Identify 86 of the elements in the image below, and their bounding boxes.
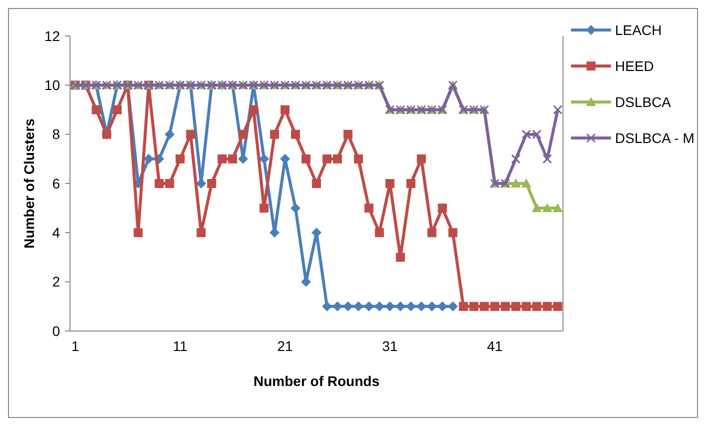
point [427,228,436,238]
point [511,302,520,311]
point [92,105,101,114]
y-tick-label: 2 [52,274,60,290]
x-tick-label: 1 [71,338,80,354]
point [332,301,342,312]
y-tick-label: 8 [52,126,60,142]
point [238,130,248,139]
point [154,179,164,188]
point [384,301,395,312]
point [448,301,458,312]
point [552,203,563,212]
point [437,301,448,312]
point [510,178,521,188]
point [249,105,258,114]
legend-label: HEED [615,58,654,74]
point [406,301,416,312]
point [218,154,227,164]
point [500,302,510,311]
point [416,154,426,164]
point [458,302,468,311]
point [532,302,542,311]
point [280,105,290,114]
point [511,154,521,164]
point [385,179,394,188]
point [228,154,238,164]
x-axis-title: Number of Rounds [254,373,380,389]
point [112,105,122,114]
point [374,228,384,238]
point [553,302,562,311]
point [469,302,478,311]
point [332,154,342,164]
point [542,203,552,212]
point [522,302,531,311]
point [322,301,332,312]
point [196,178,206,188]
point [438,204,447,213]
y-tick-label: 4 [52,224,60,241]
x-tick-label: 41 [487,338,503,354]
point [426,301,437,312]
point [186,130,196,139]
point [312,179,321,188]
x-tick-label: 11 [172,338,188,354]
point [196,228,206,238]
point [207,179,216,188]
legend-label: DSLBCA - M [615,130,694,146]
point [542,154,552,164]
x-tick-label: 31 [382,338,398,354]
legend-label: DSLBCA [615,94,672,110]
point [343,130,352,139]
point [396,252,405,262]
point [176,154,185,164]
point [542,302,552,311]
point [322,154,332,164]
point [416,301,426,312]
point [302,154,311,164]
point [448,228,458,238]
point [406,179,416,188]
legend-label: LEACH [615,22,662,38]
point [353,301,364,312]
point [354,154,363,164]
point [290,203,301,214]
point [291,130,300,139]
point [342,301,353,312]
point [134,228,143,238]
point [553,105,563,114]
point [490,302,500,311]
point [260,204,269,213]
y-tick-label: 10 [44,77,60,94]
x-tick-label: 21 [277,338,294,354]
point [270,130,280,139]
point [164,129,175,140]
point [532,203,542,212]
point [521,178,532,188]
y-tick-label: 0 [52,322,60,339]
point [364,204,374,213]
point [374,301,384,312]
y-axis-title: Number of Clusters [21,118,37,248]
point [364,301,374,312]
point [395,301,406,312]
point [165,179,174,188]
point [144,154,154,164]
point [480,302,489,311]
y-tick-label: 12 [44,28,60,44]
y-tick-label: 6 [52,175,60,192]
point [259,154,270,164]
